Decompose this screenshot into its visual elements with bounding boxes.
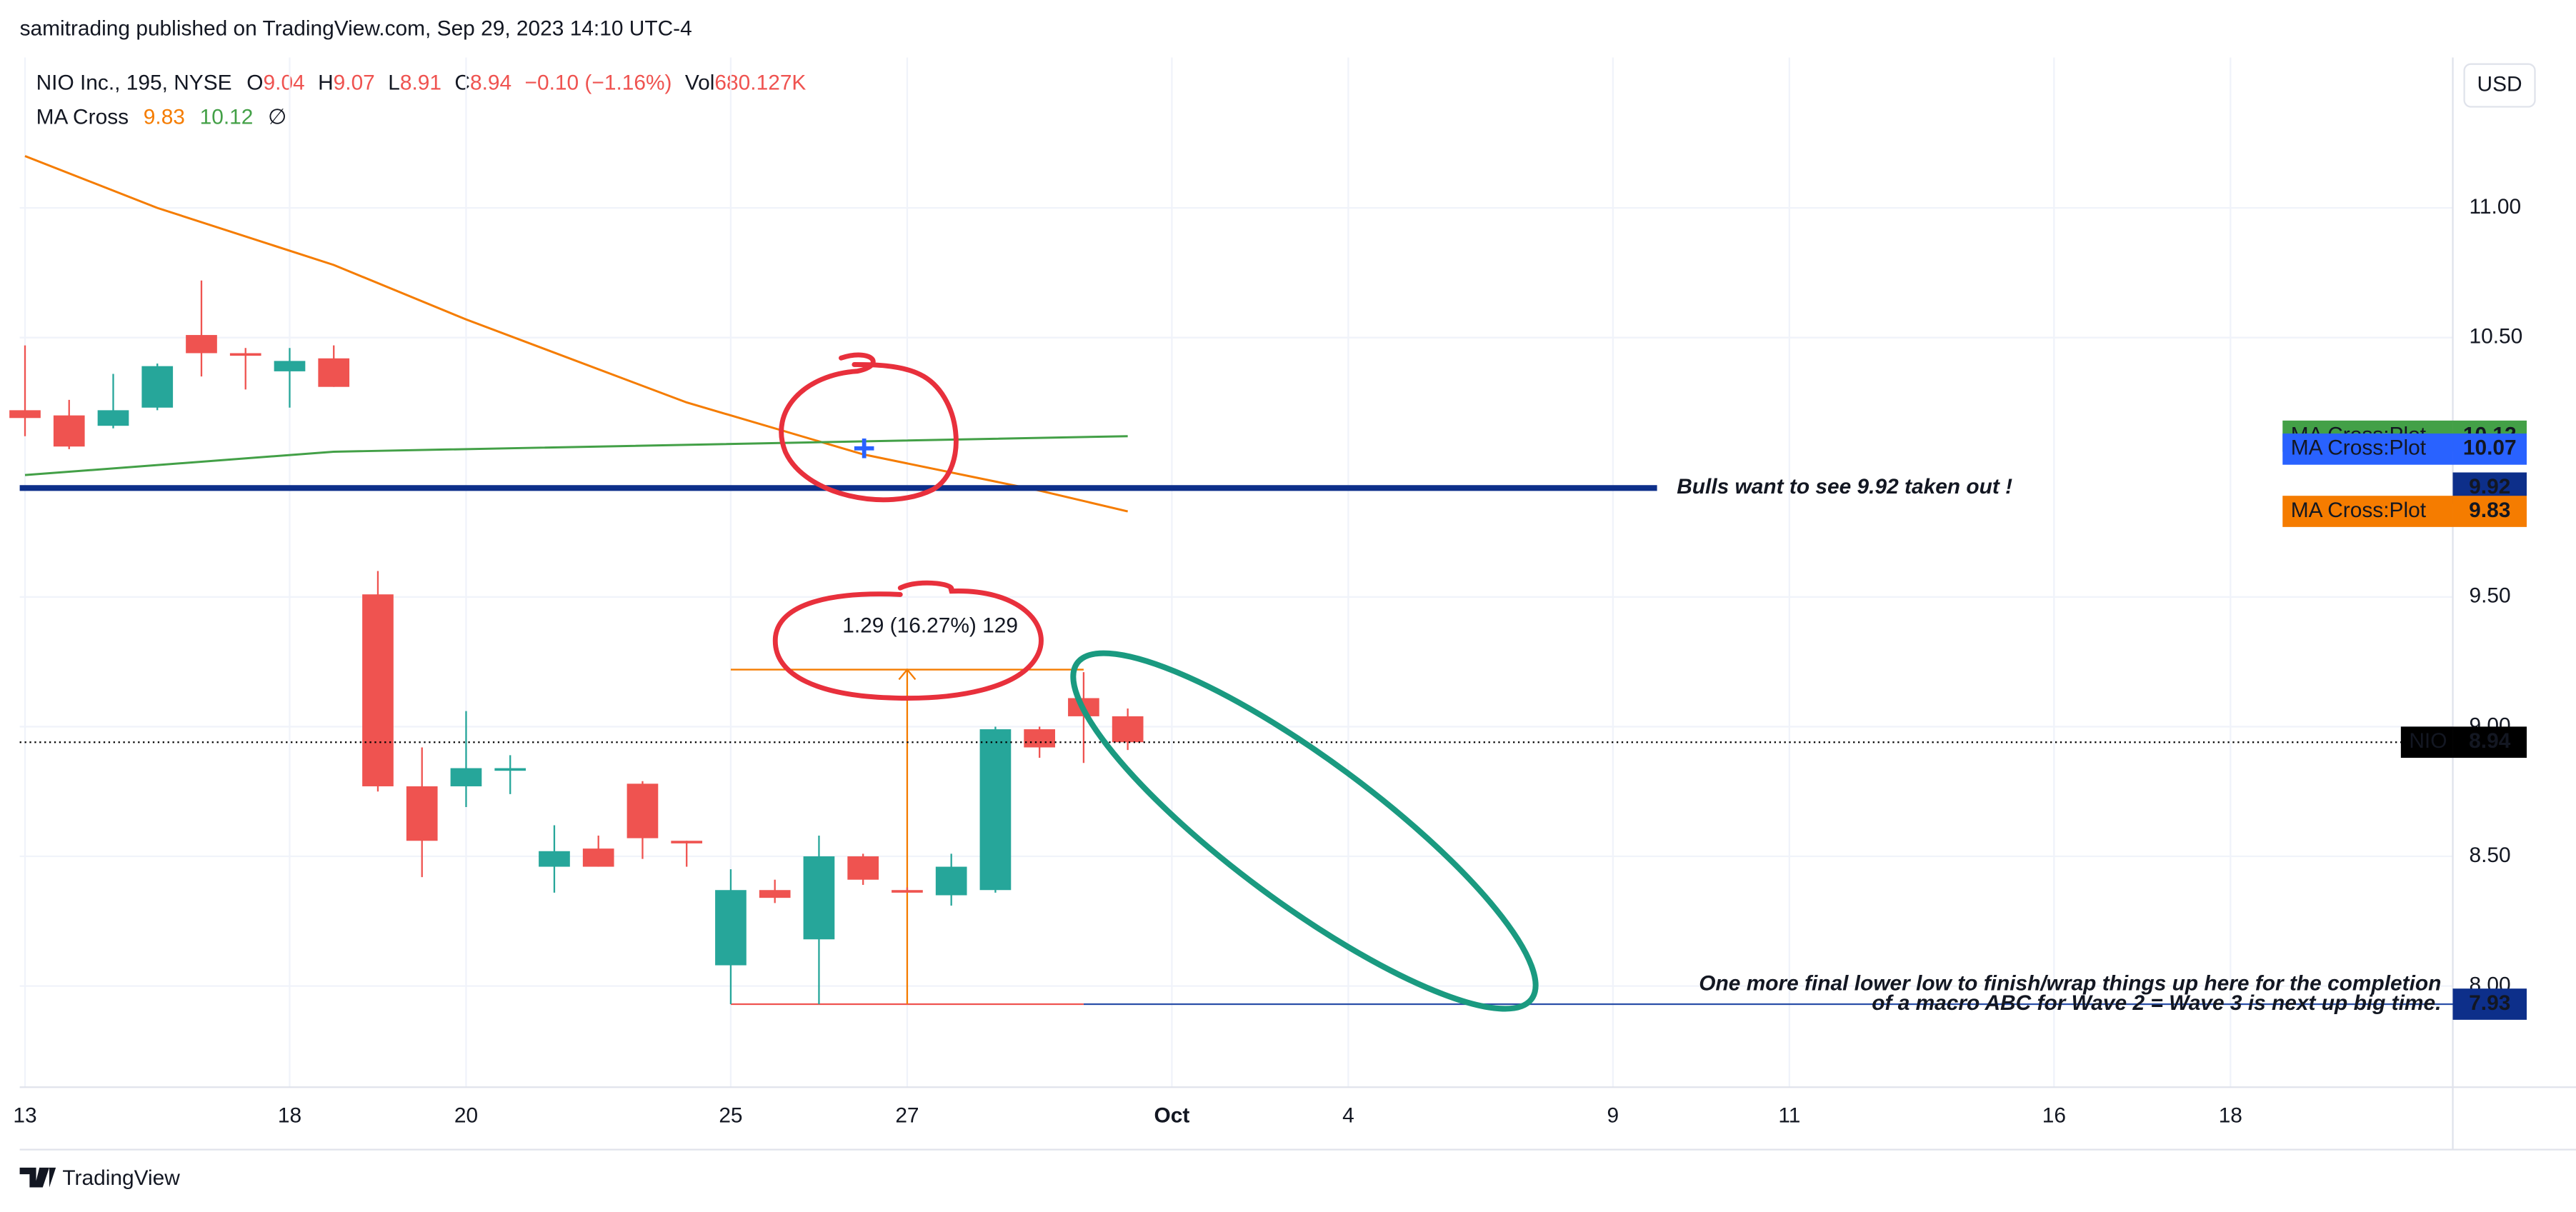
x-tick-label: 13 <box>13 1104 36 1128</box>
price-label-value: 8.94 <box>2469 729 2511 753</box>
drawings <box>773 352 1539 1012</box>
currency[interactable]: USD <box>2477 72 2522 96</box>
value: 9.07 <box>334 71 375 94</box>
hand-circle <box>779 352 959 503</box>
y-tick-label: 10.50 <box>2470 325 2523 349</box>
indicator-legend: MA Cross 9.83 10.12 ∅ <box>36 105 287 129</box>
y-tick-label: 11.00 <box>2470 195 2522 219</box>
label: O <box>246 71 263 94</box>
value: 8.94 <box>470 71 511 94</box>
logo-icon <box>19 1167 56 1188</box>
level-note: One more final lower low to finish/wrap … <box>1699 971 2441 995</box>
x-tick-label: 4 <box>1342 1104 1354 1128</box>
candle-body <box>803 856 835 940</box>
price-label-name-box <box>2282 496 2453 527</box>
candle-body <box>274 361 306 371</box>
candle-body <box>1024 729 1056 748</box>
candle-body <box>229 353 261 356</box>
label: L <box>388 71 400 94</box>
candle-body <box>494 768 526 771</box>
x-tick-label: 25 <box>719 1104 742 1128</box>
x-tick-label: Oct <box>1154 1104 1190 1128</box>
value: 8.91 <box>400 71 441 94</box>
x-tick-label: 11 <box>1778 1104 1800 1128</box>
price-label-name: MA Cross:Plot <box>2291 499 2427 522</box>
candle-body <box>450 768 482 786</box>
symbol: NIO Inc., 195, NYSE <box>36 71 232 94</box>
label: H <box>318 71 334 94</box>
measure-label: 1.29 (16.27%) 129 <box>842 614 1018 638</box>
price-label-box <box>2452 496 2527 527</box>
x-tick-label: 18 <box>278 1104 301 1128</box>
price-label-box <box>2452 434 2527 465</box>
candle-body <box>892 890 923 893</box>
candle-body <box>847 856 879 880</box>
candle-body <box>759 890 791 898</box>
value: 9.04 <box>264 71 305 94</box>
price-label-box <box>2452 988 2527 1020</box>
candle-body <box>186 335 217 354</box>
candle-body <box>539 851 570 867</box>
price-label: NIO 8.94 <box>2400 726 2527 758</box>
change: −0.10 (−1.16%) <box>525 71 672 94</box>
x-tick-label: 20 <box>454 1104 478 1128</box>
x-tick-label: 16 <box>2042 1104 2066 1128</box>
logo: TradingView <box>19 1166 180 1190</box>
label: Vol <box>685 71 715 94</box>
price-label-value: 7.93 <box>2469 991 2510 1015</box>
brand: TradingView <box>62 1166 180 1190</box>
hand-circle <box>773 580 1044 701</box>
indicator: MA Cross <box>36 105 129 129</box>
hand-ellipse <box>1070 650 1539 1012</box>
candle-body <box>935 866 967 896</box>
price-label-value: 10.07 <box>2463 436 2517 460</box>
candle-body <box>97 410 129 426</box>
price-label-name: MA Cross:Plot <box>2291 436 2427 460</box>
candle-body <box>715 890 747 966</box>
candle-body <box>406 786 438 841</box>
cross-marker <box>854 438 874 459</box>
price-label-box <box>2452 726 2527 758</box>
x-tick-label: 9 <box>1607 1104 1619 1128</box>
price-label-name-box <box>2400 726 2453 758</box>
candle-body <box>141 366 174 408</box>
source: ∅ <box>268 105 286 129</box>
ma-line <box>24 155 1129 513</box>
price-label: MA Cross:Plot 9.83 <box>2282 496 2527 527</box>
candle-body <box>671 841 703 843</box>
price-label-name-box <box>2282 434 2453 465</box>
volume: 680.127K <box>714 71 806 94</box>
price-label: MA Cross:Plot 10.07 <box>2282 434 2527 465</box>
candle-body <box>362 594 394 786</box>
candle-body <box>318 358 350 387</box>
candle-body <box>9 410 41 419</box>
x-tick-label: 18 <box>2219 1104 2242 1128</box>
value: 10.12 <box>200 105 254 129</box>
ma-line <box>24 435 1128 476</box>
symbol-legend: NIO Inc., 195, NYSE O9.04 H9.07 L8.91 C8.94−… <box>36 71 807 94</box>
y-tick-label: 9.50 <box>2470 584 2511 608</box>
level-note: of a macro ABC for Wave 2 = Wave 3 is ne… <box>1872 991 2441 1015</box>
price-label-name: NIO <box>2409 729 2447 753</box>
candle-body <box>626 783 659 838</box>
label: C <box>454 71 470 94</box>
price-label: 7.93 <box>2452 988 2527 1020</box>
measure-arrow <box>898 668 917 681</box>
price-label-value: 9.83 <box>2469 499 2510 522</box>
value: 9.83 <box>144 105 185 129</box>
publisher: samitrading published on TradingView.com… <box>20 16 692 40</box>
x-tick-label: 27 <box>895 1104 919 1128</box>
level-text: Bulls want to see 9.92 taken out ! <box>1677 475 2012 499</box>
candle-body <box>582 848 614 867</box>
price-label-value: 9.92 <box>2469 475 2510 499</box>
y-tick-label: 8.50 <box>2470 843 2511 867</box>
candle-body <box>1112 716 1144 743</box>
candle-body <box>53 415 85 447</box>
candle-body <box>979 729 1012 891</box>
currency-box[interactable] <box>2463 63 2536 108</box>
